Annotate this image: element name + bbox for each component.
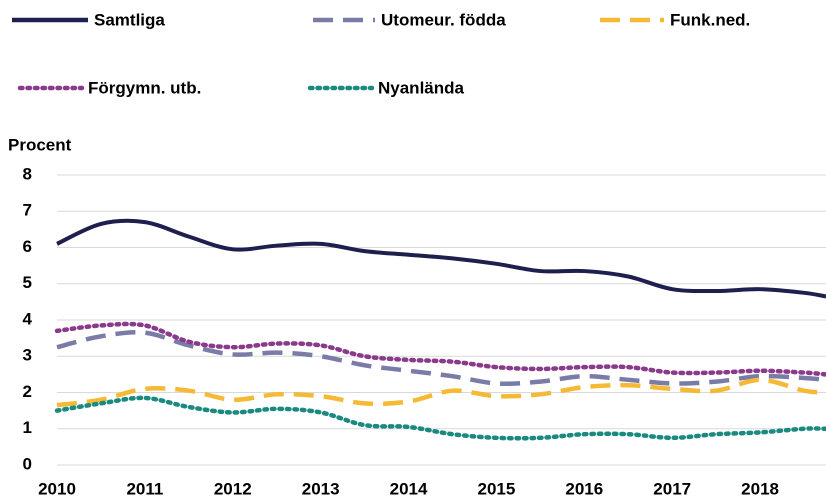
x-tick-label: 2017 <box>653 479 691 498</box>
x-tick-label: 2018 <box>741 479 779 498</box>
series-line <box>56 218 826 299</box>
series-line <box>56 377 826 408</box>
legend-label: Nyanlända <box>378 78 465 97</box>
y-tick-label: 6 <box>23 237 32 256</box>
y-tick-label: 0 <box>23 454 32 473</box>
legend-label: Samtliga <box>94 10 165 29</box>
legend-label: Förgymn. utb. <box>88 78 201 97</box>
x-tick-label: 2014 <box>390 479 428 498</box>
x-tick-label: 2012 <box>214 479 252 498</box>
legend-label: Utomeur. födda <box>381 10 506 29</box>
y-tick-label: 7 <box>23 201 32 220</box>
y-tick-label: 3 <box>23 346 32 365</box>
legend-label: Funk.ned. <box>670 10 750 29</box>
y-tick-label: 5 <box>23 273 32 292</box>
y-tick-label: 1 <box>23 418 32 437</box>
x-tick-label: 2015 <box>478 479 516 498</box>
y-tick-label: 4 <box>23 309 33 328</box>
x-tick-label: 2013 <box>302 479 340 498</box>
x-tick-label: 2010 <box>38 479 76 498</box>
y-tick-label: 2 <box>23 382 32 401</box>
y-axis-label: Procent <box>8 135 72 154</box>
series-line <box>54 321 826 377</box>
series-line <box>54 395 826 441</box>
y-tick-label: 8 <box>23 164 32 183</box>
series-line <box>56 330 826 386</box>
x-tick-label: 2016 <box>565 479 603 498</box>
x-tick-label: 2011 <box>126 479 163 498</box>
